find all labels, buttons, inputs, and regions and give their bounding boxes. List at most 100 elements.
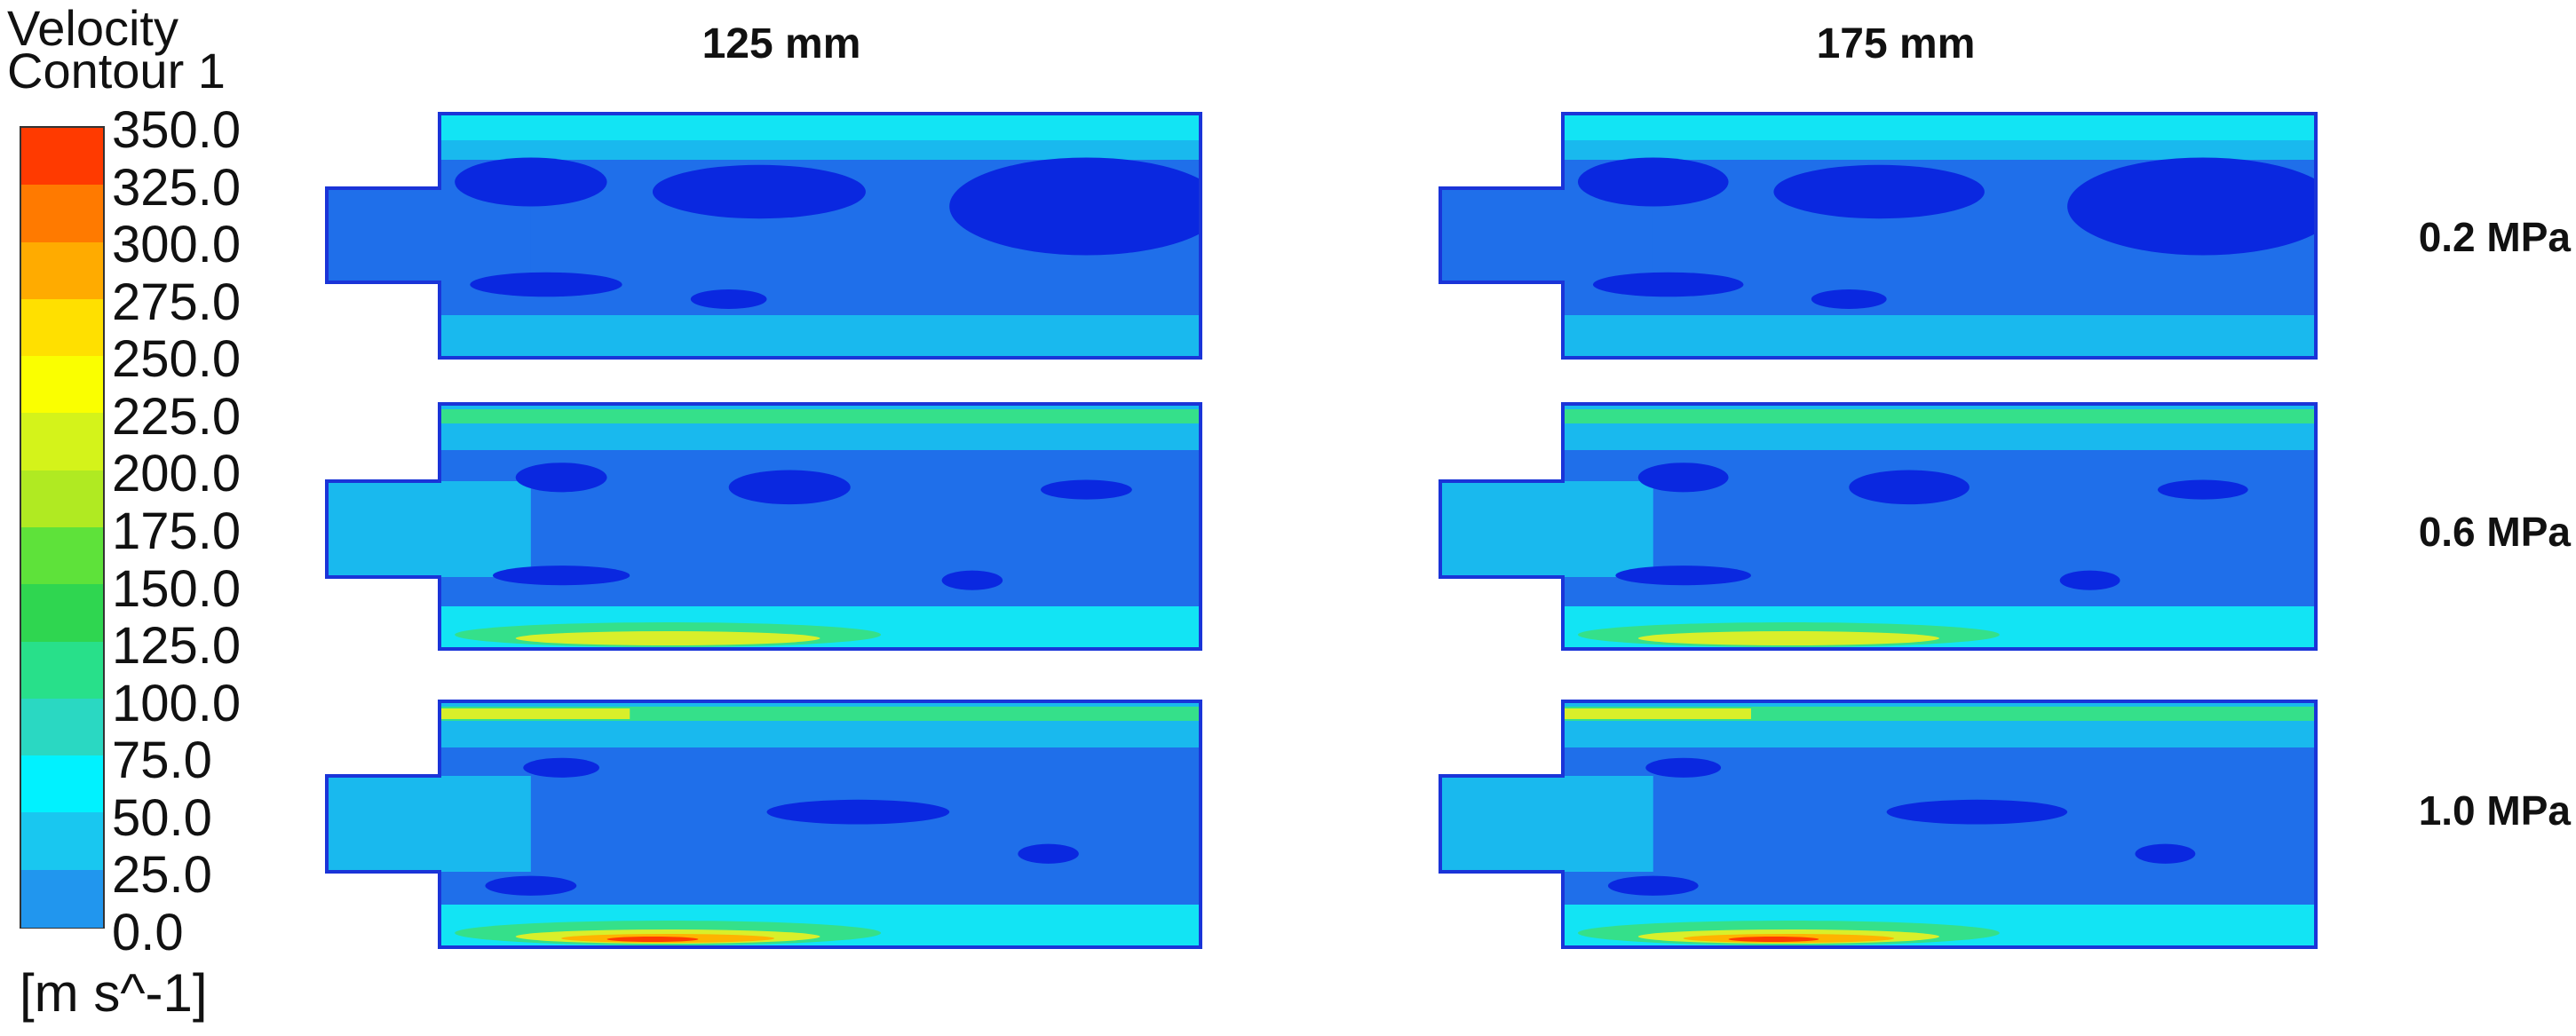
top-wall-layer: [440, 114, 1201, 140]
panel-wall-outline: [1439, 700, 2318, 949]
recirculation-zone: [766, 799, 950, 825]
legend-band: [21, 527, 103, 586]
recirculation-zone: [1607, 875, 1699, 896]
recirculation-zone: [2135, 843, 2196, 864]
legend-band: [21, 356, 103, 415]
top-wall-layer: [1563, 114, 2316, 140]
recirculation-zone: [1645, 757, 1722, 778]
recirculation-zone: [1041, 479, 1132, 500]
legend-band: [21, 755, 103, 814]
column-header-175mm: 175 mm: [1816, 20, 1976, 67]
recirculation-zone: [492, 565, 630, 586]
row-label-1-0mpa: 1.0 MPa: [2418, 787, 2571, 834]
legend-band: [21, 128, 103, 186]
legend-tick-label: 75.0: [112, 732, 212, 790]
panel-field: [1440, 404, 2316, 649]
top-jet-yellow: [440, 708, 630, 719]
legend-ticks: 350.0 325.0 300.0 275.0 250.0 225.0 200.0 175.0…: [112, 101, 263, 959]
top-wall-layer-2: [1563, 140, 2316, 160]
contour-panel-1-0: [325, 402, 1202, 651]
contour-panel-0-1: [1439, 112, 2318, 360]
legend-tick-label: 250.0: [112, 330, 242, 389]
recirculation-zone: [949, 157, 1201, 256]
bottom-jet-red: [1728, 937, 1819, 942]
contour-panel-1-1: [1439, 402, 2318, 651]
recirculation-zone: [1592, 272, 1744, 297]
contour-panel-2-0: [325, 700, 1202, 949]
bottom-jet-red: [606, 937, 699, 942]
bottom-jet-yellow: [1637, 631, 1939, 645]
row-label-0-2mpa: 0.2 MPa: [2418, 214, 2571, 260]
legend-band: [21, 698, 103, 757]
legend-tick-label: 300.0: [112, 216, 242, 274]
recirculation-zone: [1849, 470, 1970, 505]
inlet-jet: [1440, 776, 1653, 872]
panel-wall-outline: [1439, 112, 2318, 360]
bottom-jet-yellow: [515, 631, 820, 645]
legend-tick-label: 175.0: [112, 502, 242, 560]
legend-title-line2: Contour 1: [7, 43, 226, 99]
legend-band: [21, 413, 103, 471]
recirculation-zone: [728, 470, 851, 505]
top-wall-layer-2: [440, 728, 1201, 747]
legend-band: [21, 641, 103, 700]
bottom-wall-layer: [440, 315, 1201, 358]
row-label-0-6mpa: 0.6 MPa: [2418, 509, 2571, 555]
recirculation-zone: [2059, 570, 2120, 590]
inlet-jet: [327, 776, 531, 872]
recirculation-zone: [1018, 843, 1079, 864]
inlet-jet: [327, 481, 531, 577]
recirculation-zone: [690, 289, 767, 309]
legend-band: [21, 470, 103, 528]
recirculation-zone: [2067, 157, 2316, 256]
legend-title: Velocity Contour 1: [7, 0, 226, 99]
recirculation-zone: [470, 272, 622, 297]
recirculation-zone: [515, 463, 607, 493]
legend-tick-label: 350.0: [112, 101, 242, 159]
top-jet-green: [1563, 409, 2316, 423]
legend-tick-label: 275.0: [112, 273, 242, 331]
recirculation-zone: [1773, 164, 1985, 219]
recirculation-zone: [1577, 157, 1729, 207]
column-header-125mm: 125 mm: [701, 20, 861, 67]
recirculation-zone: [1886, 799, 2068, 825]
legend-band: [21, 241, 103, 300]
legend-tick-label: 325.0: [112, 158, 242, 217]
contour-panel-2-1: [1439, 700, 2318, 949]
legend-band: [21, 185, 103, 243]
contour-panel-0-0: [325, 112, 1202, 360]
legend-colorbar: [20, 126, 105, 929]
legend-tick-label: 125.0: [112, 617, 242, 676]
panel-field: [327, 114, 1201, 358]
bottom-wall-layer: [1563, 315, 2316, 358]
legend-title-line1: Velocity: [7, 0, 178, 56]
top-wall-layer-2: [1563, 728, 2316, 747]
legend-band: [21, 298, 103, 358]
legend-tick-label: 50.0: [112, 788, 212, 847]
panel-wall-outline: [325, 700, 1202, 949]
panel-field: [1440, 114, 2316, 358]
legend-tick-label: 100.0: [112, 674, 242, 732]
recirculation-zone: [485, 875, 577, 896]
panel-wall-outline: [325, 112, 1202, 360]
top-wall-layer-2: [440, 431, 1201, 450]
recirculation-zone: [941, 570, 1003, 590]
legend-tick-label: 225.0: [112, 387, 242, 446]
top-jet-green: [440, 409, 1201, 423]
top-jet-yellow: [1563, 708, 1751, 719]
panel-field: [327, 404, 1201, 649]
legend-band: [21, 869, 103, 928]
legend-band: [21, 812, 103, 871]
panel-field: [1440, 701, 2316, 947]
top-wall-layer-2: [1563, 431, 2316, 450]
legend-tick-label: 25.0: [112, 846, 212, 905]
top-wall-layer-2: [440, 140, 1201, 160]
recirculation-zone: [2157, 479, 2248, 500]
legend-band: [21, 584, 103, 643]
recirculation-zone: [523, 757, 599, 778]
legend-tick-label: 200.0: [112, 445, 242, 503]
recirculation-zone: [1615, 565, 1752, 586]
inlet-jet: [327, 188, 531, 282]
recirculation-zone: [652, 164, 866, 219]
